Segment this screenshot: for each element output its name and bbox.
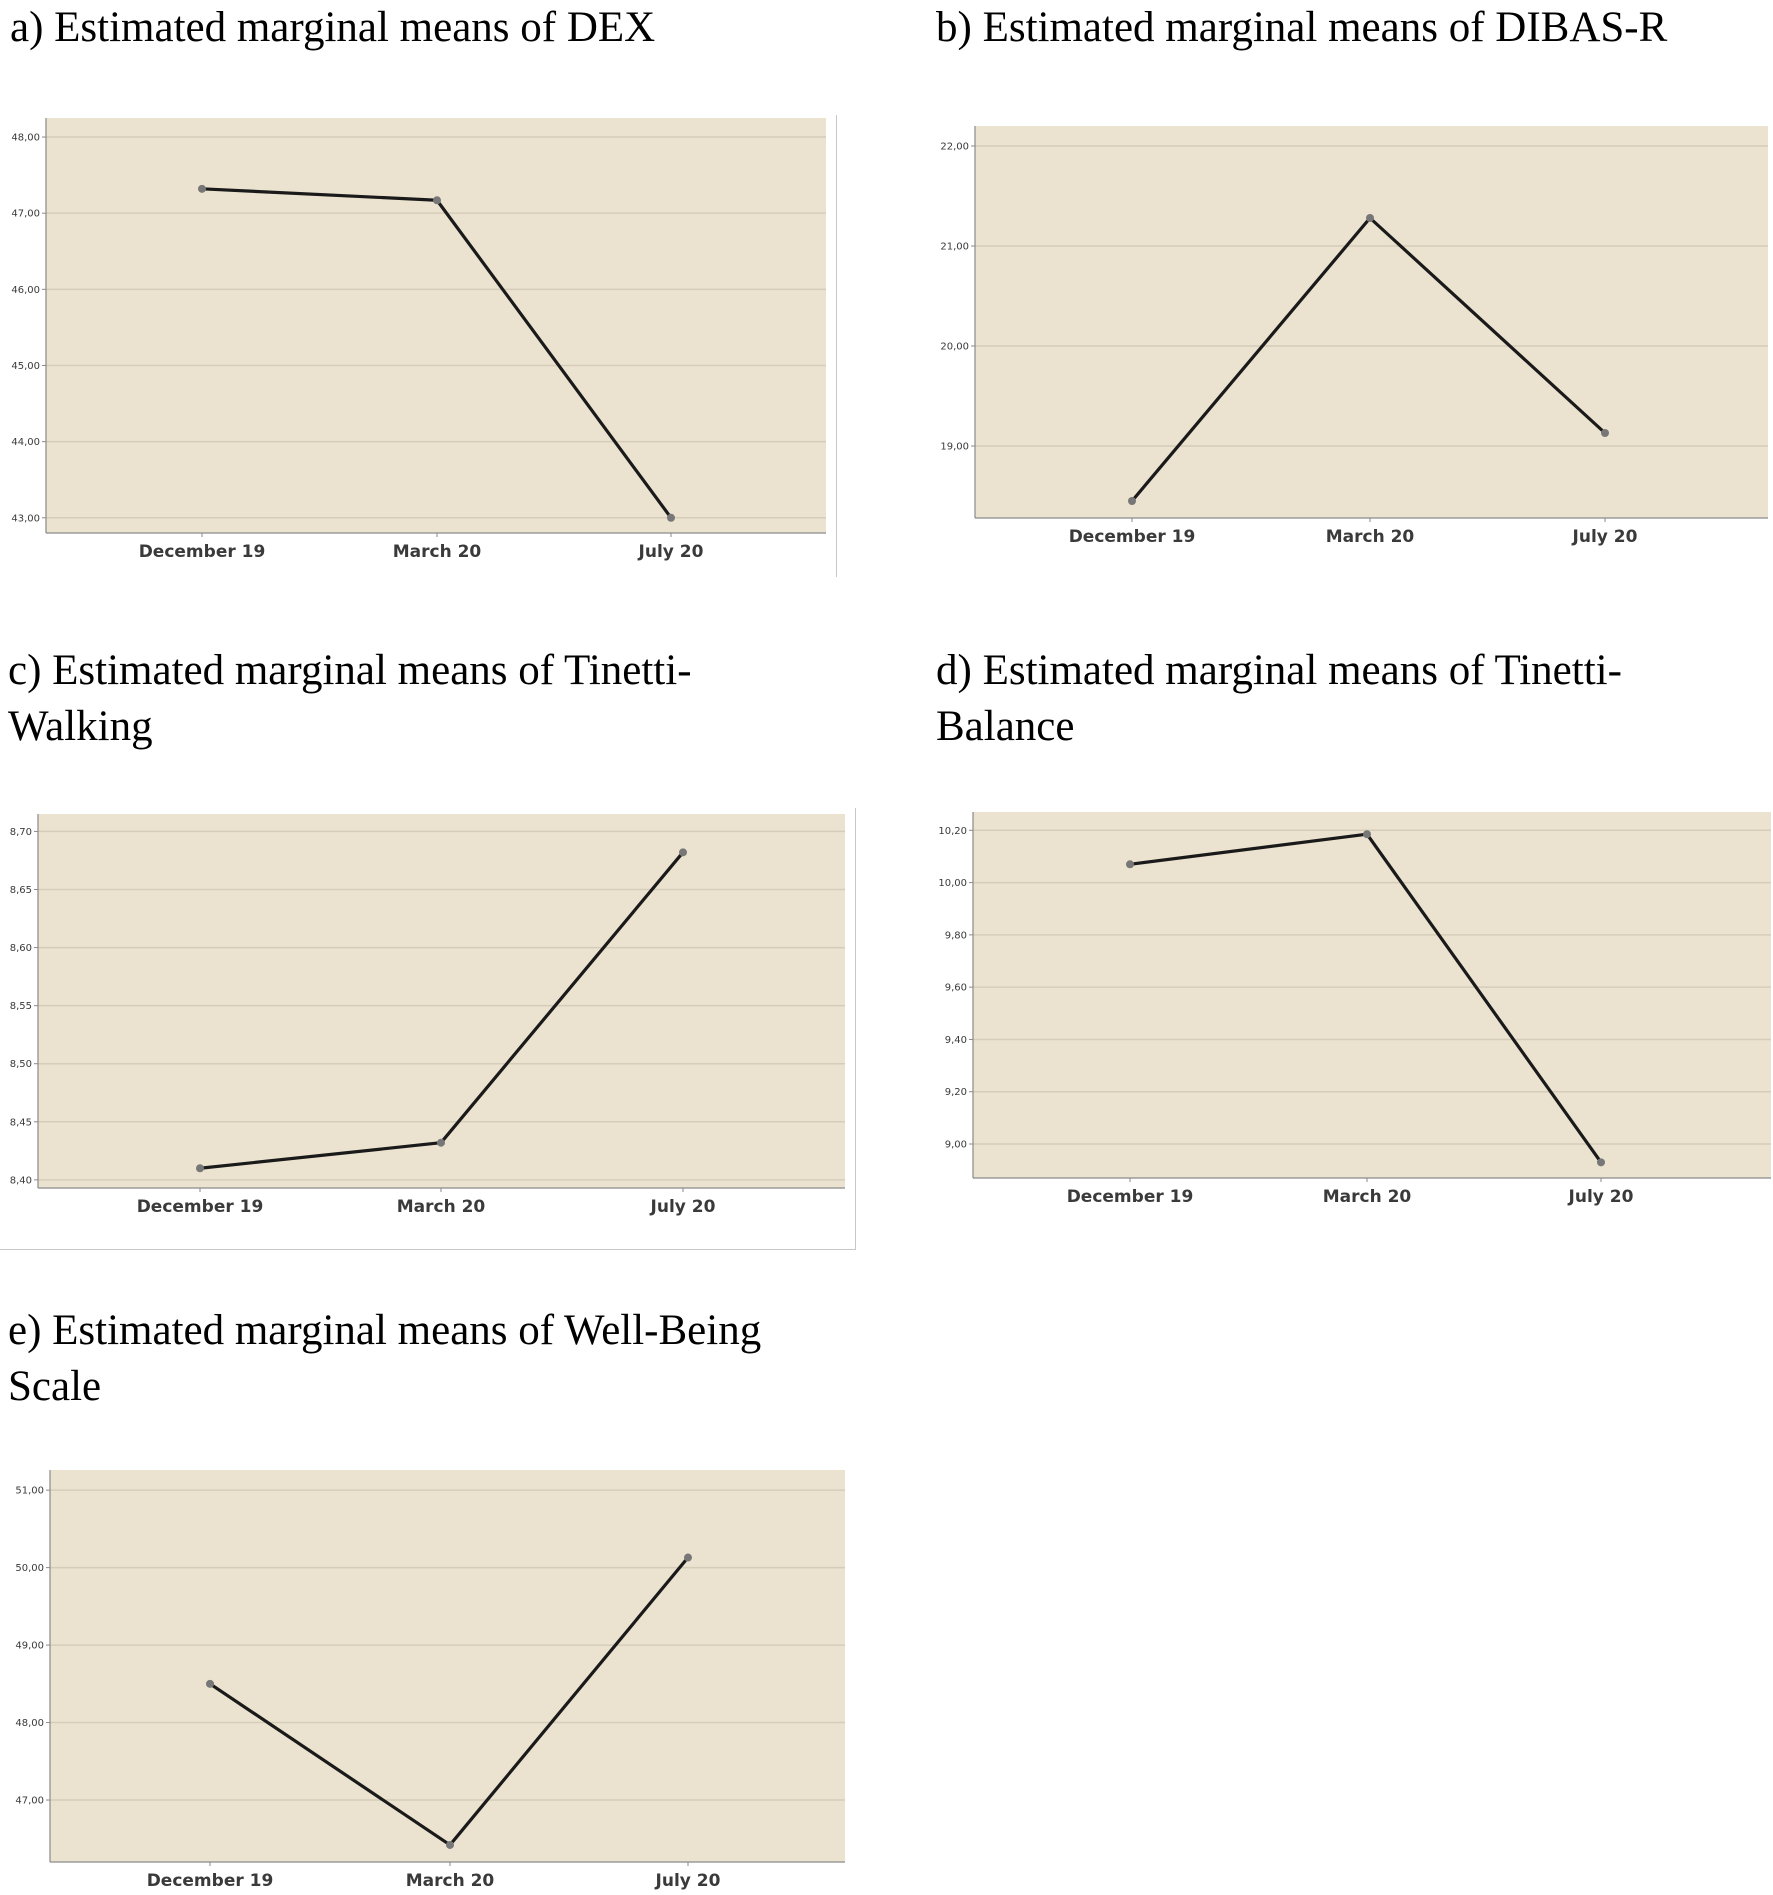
x-tick-label: July 20 <box>655 1871 721 1891</box>
x-tick-label: March 20 <box>1326 527 1415 547</box>
y-tick-label: 20,00 <box>940 342 969 353</box>
data-point <box>1601 429 1609 437</box>
y-tick-label: 48,00 <box>11 133 40 144</box>
panel-title-text: Estimated marginal means of Well-Being S… <box>8 1307 762 1410</box>
x-tick-label: March 20 <box>1323 1187 1412 1207</box>
data-point <box>198 184 206 193</box>
panel-label: c) <box>8 647 42 694</box>
y-tick-label: 51,00 <box>15 1486 44 1497</box>
x-tick-label: December 19 <box>137 1197 264 1217</box>
y-tick-label: 8,50 <box>10 1059 32 1070</box>
chart-b: 19,00 20,00 21,00 22,00 December 19 March 20 J… <box>940 126 1768 547</box>
y-tick-label: 44,00 <box>11 437 40 448</box>
plot-area <box>46 118 826 533</box>
data-point <box>679 848 687 857</box>
data-point <box>1128 497 1136 505</box>
data-point <box>684 1553 692 1562</box>
y-tick-label: 9,00 <box>945 1140 967 1151</box>
data-point <box>1363 830 1371 839</box>
y-tick-label: 48,00 <box>15 1718 44 1729</box>
x-tick-label: March 20 <box>393 542 482 562</box>
panel-title-text: Estimated marginal means of Tinetti-Bala… <box>936 647 1622 750</box>
y-tick-label: 9,20 <box>945 1087 967 1098</box>
x-tick-label: July 20 <box>650 1197 716 1217</box>
x-tick-label: December 19 <box>139 542 266 562</box>
data-point <box>446 1840 454 1849</box>
y-tick-label: 21,00 <box>940 242 969 253</box>
y-tick-label: 8,70 <box>10 827 32 838</box>
panel-title: d) Estimated marginal means of Tinetti-B… <box>936 643 1696 755</box>
x-tick-label: December 19 <box>1069 527 1196 547</box>
plot-area <box>38 814 845 1188</box>
plot-area <box>50 1470 845 1862</box>
x-tick-label: December 19 <box>1067 1187 1194 1207</box>
panel-title: e) Estimated marginal means of Well-Bein… <box>8 1303 838 1415</box>
panel-divider <box>836 115 837 577</box>
chart-a: 43,00 44,00 45,00 46,00 47,00 48,00 December 1… <box>11 118 826 562</box>
y-tick-label: 50,00 <box>15 1563 44 1574</box>
panel-label: a) <box>10 4 44 51</box>
y-tick-label: 19,00 <box>940 442 969 453</box>
panel-label: e) <box>8 1307 42 1354</box>
panel-label: b) <box>936 4 972 51</box>
y-tick-label: 10,00 <box>938 878 967 889</box>
panel-title-text: Estimated marginal means of DIBAS-R <box>982 4 1668 51</box>
chart-c: 8,40 8,45 8,50 8,55 8,60 8,65 8,70 December 19 M… <box>10 814 845 1217</box>
panel-title: b) Estimated marginal means of DIBAS-R <box>936 0 1766 56</box>
y-tick-label: 8,60 <box>10 943 32 954</box>
y-tick-label: 47,00 <box>15 1796 44 1807</box>
y-tick-label: 8,65 <box>10 885 32 896</box>
chart-e: 47,00 48,00 49,00 50,00 51,00 December 19 Marc… <box>15 1470 845 1891</box>
panel-divider <box>0 1249 856 1250</box>
data-point <box>433 196 441 205</box>
data-point <box>196 1164 204 1173</box>
y-tick-label: 8,45 <box>10 1117 32 1128</box>
data-point <box>206 1679 214 1688</box>
y-tick-label: 8,55 <box>10 1001 32 1012</box>
data-point <box>667 513 675 522</box>
data-point <box>1366 214 1374 222</box>
x-tick-label: July 20 <box>1568 1187 1634 1207</box>
panel-title: c) Estimated marginal means of Tinetti-W… <box>8 643 778 755</box>
y-tick-label: 9,60 <box>945 983 967 994</box>
y-tick-label: 9,40 <box>945 1035 967 1046</box>
y-tick-label: 45,00 <box>11 361 40 372</box>
panel-title: a) Estimated marginal means of DEX <box>10 0 730 56</box>
panel-divider <box>855 808 856 1250</box>
plot-area <box>975 126 1768 518</box>
x-tick-label: July 20 <box>638 542 704 562</box>
data-point <box>1126 860 1134 869</box>
x-tick-label: March 20 <box>397 1197 486 1217</box>
x-tick-label: December 19 <box>147 1871 274 1891</box>
y-tick-label: 43,00 <box>11 513 40 524</box>
panel-label: d) <box>936 647 972 694</box>
y-tick-label: 46,00 <box>11 285 40 296</box>
plot-area <box>973 812 1771 1178</box>
panel-title-text: Estimated marginal means of DEX <box>54 4 656 51</box>
y-tick-label: 9,80 <box>945 930 967 941</box>
y-tick-label: 47,00 <box>11 209 40 220</box>
data-point <box>437 1138 445 1147</box>
data-point <box>1597 1158 1605 1167</box>
x-tick-label: July 20 <box>1572 527 1638 547</box>
y-tick-label: 49,00 <box>15 1641 44 1652</box>
x-tick-label: March 20 <box>406 1871 495 1891</box>
y-tick-label: 22,00 <box>940 142 969 153</box>
chart-d: 9,00 9,20 9,40 9,60 9,80 10,00 10,20 December 1… <box>938 812 1771 1207</box>
panel-title-text: Estimated marginal means of Tinetti-Walk… <box>8 647 692 750</box>
y-tick-label: 8,40 <box>10 1175 32 1186</box>
y-tick-label: 10,20 <box>938 826 967 837</box>
